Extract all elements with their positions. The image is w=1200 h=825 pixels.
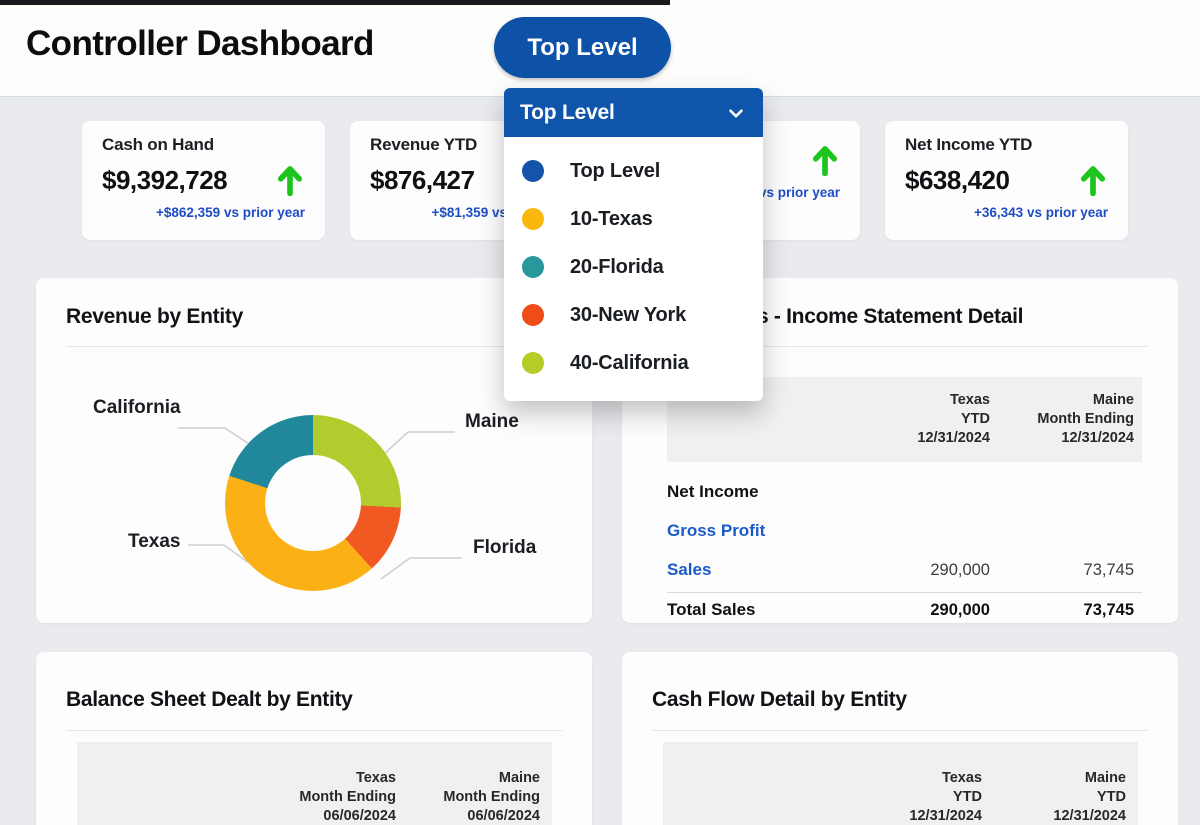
- dropdown-option-10-texas[interactable]: 10-Texas: [504, 195, 763, 243]
- kpi-delta: +$862,359 vs prior year: [156, 205, 305, 220]
- entity-color-dot: [522, 304, 544, 326]
- entity-dropdown: Top Level Top Level 10-Texas 20-Florida …: [504, 88, 763, 401]
- column-header-maine: Maine Month Ending 06/06/2024: [443, 769, 540, 824]
- column-header-texas: Texas Month Ending 06/06/2024: [299, 769, 396, 824]
- dropdown-selected-label: Top Level: [520, 100, 615, 124]
- dropdown-option-30-new-york[interactable]: 30-New York: [504, 291, 763, 339]
- kpi-value: $638,420: [905, 164, 1010, 195]
- table-header: Texas Month Ending 06/06/2024 Maine Mont…: [77, 742, 552, 825]
- column-header-maine: Maine YTD 12/31/2024: [1053, 769, 1126, 824]
- card-title: Balance Sheet Dealt by Entity: [66, 688, 353, 711]
- table-row: Net Income: [667, 482, 1142, 502]
- app-header: Controller Dashboard Top Level: [0, 0, 1200, 97]
- dropdown-selected-bar[interactable]: Top Level: [504, 88, 763, 137]
- divider: [667, 592, 1142, 593]
- cash-flow-card: Cash Flow Detail by Entity Texas YTD 12/…: [622, 652, 1178, 825]
- up-arrow-icon: [277, 166, 303, 196]
- dropdown-option-list: Top Level 10-Texas 20-Florida 30-New Yor…: [504, 137, 763, 401]
- kpi-title: Net Income YTD: [905, 135, 1033, 154]
- divider: [66, 346, 562, 347]
- row-label-total-sales: Total Sales: [667, 600, 756, 619]
- donut-label-florida: Florida: [473, 537, 537, 558]
- donut-label-california: California: [93, 397, 181, 418]
- row-link-gross-profit[interactable]: Gross Profit: [667, 521, 766, 540]
- kpi-value: $876,427: [370, 164, 475, 195]
- chevron-down-icon: [729, 108, 743, 117]
- entity-color-dot: [522, 208, 544, 230]
- divider: [652, 730, 1148, 731]
- page-title: Controller Dashboard: [26, 24, 374, 63]
- screen-edge-artifact: [0, 0, 670, 5]
- row-label-net-income: Net Income: [667, 482, 759, 501]
- table-row: Sales 290,000 73,745: [667, 560, 1134, 579]
- table-row: Gross Profit: [667, 521, 1142, 541]
- card-title: Revenue by Entity: [66, 305, 243, 328]
- balance-sheet-card: Balance Sheet Dealt by Entity Texas Mont…: [36, 652, 592, 825]
- card-title: Cash Flow Detail by Entity: [652, 688, 907, 711]
- divider: [66, 730, 562, 731]
- donut-hole: [265, 455, 361, 551]
- table-header: Texas YTD 12/31/2024 Maine YTD 12/31/202…: [663, 742, 1138, 825]
- row-link-sales[interactable]: Sales: [667, 560, 712, 579]
- divider: [652, 346, 1148, 347]
- dropdown-option-top-level[interactable]: Top Level: [504, 147, 763, 195]
- up-arrow-icon: [1080, 166, 1106, 196]
- donut-label-maine: Maine: [465, 411, 519, 432]
- kpi-value: $9,392,728: [102, 164, 228, 195]
- entity-color-dot: [522, 352, 544, 374]
- revenue-by-entity-card: Revenue by Entity California Maine Texas…: [36, 278, 592, 623]
- column-header-texas: Texas YTD 12/31/2024: [909, 769, 982, 824]
- column-header-texas: Texas YTD 12/31/2024: [917, 392, 990, 446]
- column-header-maine: Maine Month Ending 12/31/2024: [1037, 392, 1134, 446]
- kpi-delta: vs prior year: [758, 185, 840, 200]
- kpi-card-net-income-ytd: Net Income YTD $638,420 +36,343 vs prior…: [885, 121, 1128, 240]
- dropdown-option-40-california[interactable]: 40-California: [504, 339, 763, 387]
- donut-label-texas: Texas: [128, 531, 181, 552]
- card-title: s - Income Statement Detail: [757, 305, 1024, 328]
- table-row-total: Total Sales 290,000 73,745: [667, 600, 1134, 619]
- entity-selector-button[interactable]: Top Level: [494, 17, 671, 78]
- kpi-delta: +36,343 vs prior year: [974, 205, 1108, 220]
- kpi-card-cash-on-hand: Cash on Hand $9,392,728 +$862,359 vs pri…: [82, 121, 325, 240]
- entity-color-dot: [522, 256, 544, 278]
- entity-color-dot: [522, 160, 544, 182]
- kpi-title: Revenue YTD: [370, 135, 478, 154]
- kpi-title: Cash on Hand: [102, 135, 214, 154]
- up-arrow-icon: [812, 146, 838, 176]
- dropdown-option-20-florida[interactable]: 20-Florida: [504, 243, 763, 291]
